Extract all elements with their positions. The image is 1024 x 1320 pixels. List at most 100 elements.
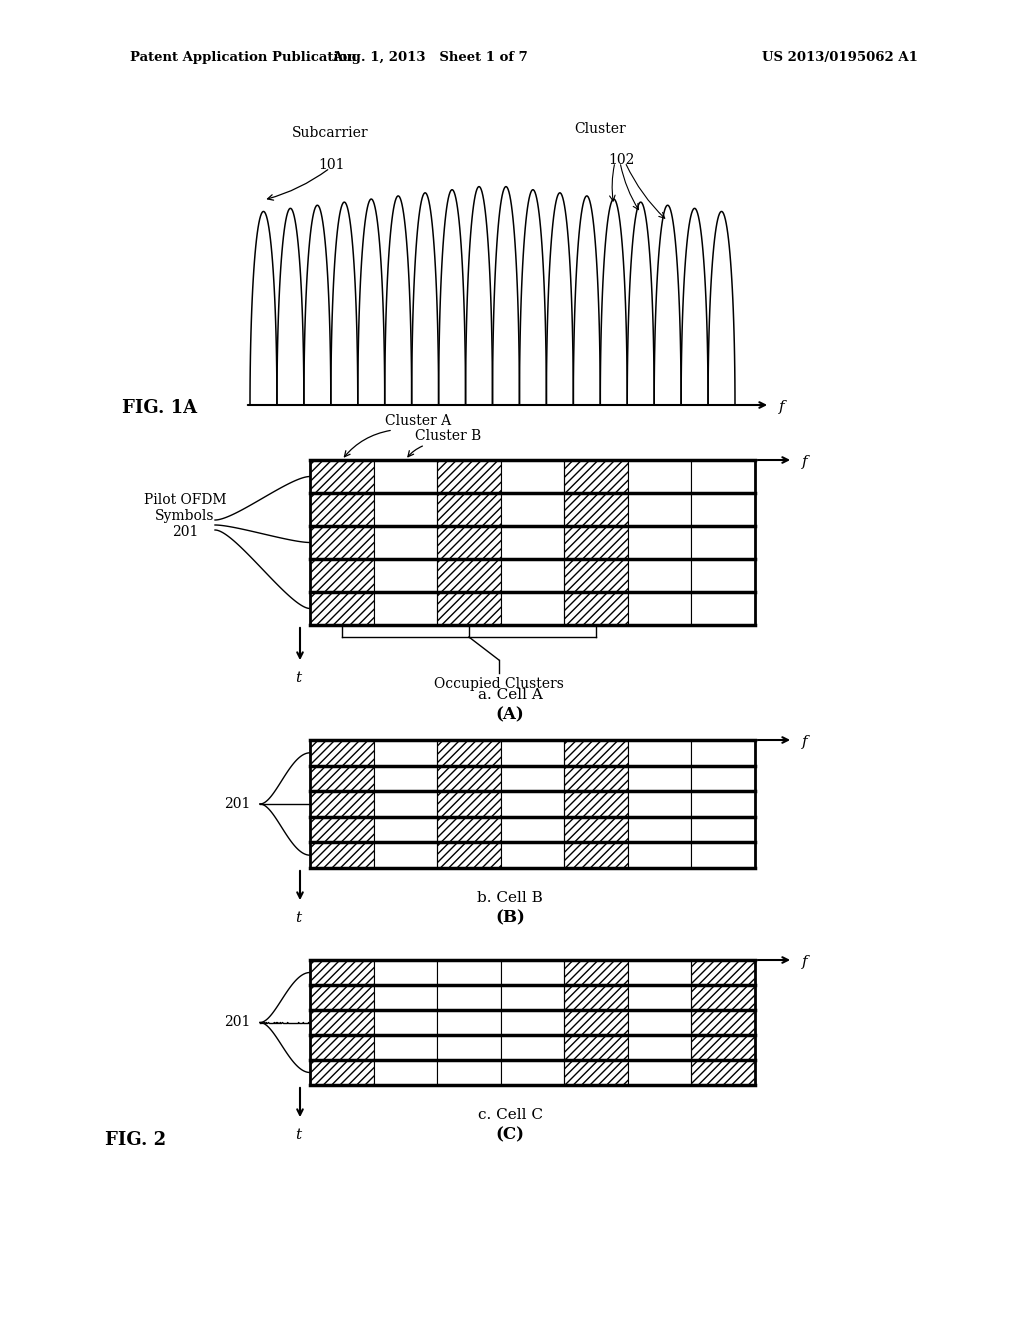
Text: c. Cell C: c. Cell C (477, 1107, 543, 1122)
Bar (310, 591, 374, 624)
Bar (691, 591, 755, 624)
Bar (628, 1035, 691, 1060)
Bar (628, 741, 691, 766)
Text: f: f (779, 400, 784, 414)
Bar (374, 525, 437, 558)
Bar (501, 985, 564, 1010)
Bar (564, 817, 628, 842)
Bar (437, 842, 501, 869)
Bar (501, 741, 564, 766)
Bar (374, 741, 437, 766)
Text: 201: 201 (172, 525, 199, 539)
Bar (691, 985, 755, 1010)
Bar (564, 525, 628, 558)
Bar (374, 985, 437, 1010)
Text: Symbols: Symbols (156, 510, 215, 523)
Bar (628, 492, 691, 525)
Text: Cluster B: Cluster B (415, 429, 481, 444)
Bar (310, 558, 374, 591)
Bar (374, 591, 437, 624)
Bar (374, 1035, 437, 1060)
Bar (501, 1060, 564, 1085)
Bar (628, 817, 691, 842)
Bar (310, 1035, 374, 1060)
Bar (628, 1010, 691, 1035)
Bar (310, 766, 374, 791)
Bar (310, 842, 374, 869)
Bar (628, 985, 691, 1010)
Bar (564, 459, 628, 492)
Bar (564, 741, 628, 766)
Bar (374, 842, 437, 869)
Bar (564, 492, 628, 525)
Bar (628, 459, 691, 492)
Text: (A): (A) (496, 706, 524, 723)
Bar (310, 1060, 374, 1085)
Bar (691, 842, 755, 869)
Text: t: t (295, 911, 301, 925)
Bar (437, 1010, 501, 1035)
Bar (310, 459, 374, 492)
Bar (310, 960, 755, 1085)
Bar (564, 960, 628, 985)
Text: t: t (295, 671, 301, 685)
Bar (437, 1060, 501, 1085)
Bar (374, 766, 437, 791)
Bar (310, 459, 755, 624)
Bar (628, 842, 691, 869)
Bar (501, 459, 564, 492)
Bar (437, 459, 501, 492)
Text: 201: 201 (223, 1015, 250, 1030)
Text: f: f (802, 954, 808, 969)
Text: b. Cell B: b. Cell B (477, 891, 543, 906)
Bar (501, 817, 564, 842)
Bar (564, 558, 628, 591)
Bar (310, 741, 755, 869)
Bar (437, 960, 501, 985)
Bar (437, 525, 501, 558)
Bar (374, 459, 437, 492)
Bar (628, 791, 691, 817)
Text: US 2013/0195062 A1: US 2013/0195062 A1 (762, 51, 918, 65)
Text: FIG. 1A: FIG. 1A (122, 399, 198, 417)
Bar (691, 791, 755, 817)
Bar (628, 525, 691, 558)
Bar (437, 1035, 501, 1060)
Bar (691, 766, 755, 791)
Bar (564, 1060, 628, 1085)
Bar (501, 766, 564, 791)
Bar (691, 1010, 755, 1035)
Bar (310, 492, 374, 525)
Bar (374, 558, 437, 591)
Bar (564, 985, 628, 1010)
Text: Pilot OFDM: Pilot OFDM (143, 492, 226, 507)
Bar (437, 766, 501, 791)
Text: t: t (295, 1129, 301, 1142)
Bar (691, 817, 755, 842)
Bar (501, 492, 564, 525)
Bar (628, 558, 691, 591)
Text: f: f (802, 735, 808, 748)
Bar (564, 766, 628, 791)
Text: (C): (C) (496, 1126, 524, 1143)
Text: f: f (802, 455, 808, 469)
Bar (437, 791, 501, 817)
Bar (501, 1035, 564, 1060)
Bar (564, 1010, 628, 1035)
Text: Occupied Clusters: Occupied Clusters (434, 677, 564, 690)
Bar (691, 492, 755, 525)
Bar (501, 1010, 564, 1035)
Bar (564, 1035, 628, 1060)
Bar (501, 591, 564, 624)
Text: (B): (B) (495, 909, 525, 927)
Bar (691, 1035, 755, 1060)
Bar (501, 791, 564, 817)
Bar (310, 817, 374, 842)
Text: FIG. 2: FIG. 2 (105, 1131, 166, 1148)
Bar (374, 817, 437, 842)
Bar (310, 791, 374, 817)
Bar (564, 791, 628, 817)
Bar (437, 591, 501, 624)
Text: Cluster A: Cluster A (385, 414, 452, 428)
Bar (437, 985, 501, 1010)
